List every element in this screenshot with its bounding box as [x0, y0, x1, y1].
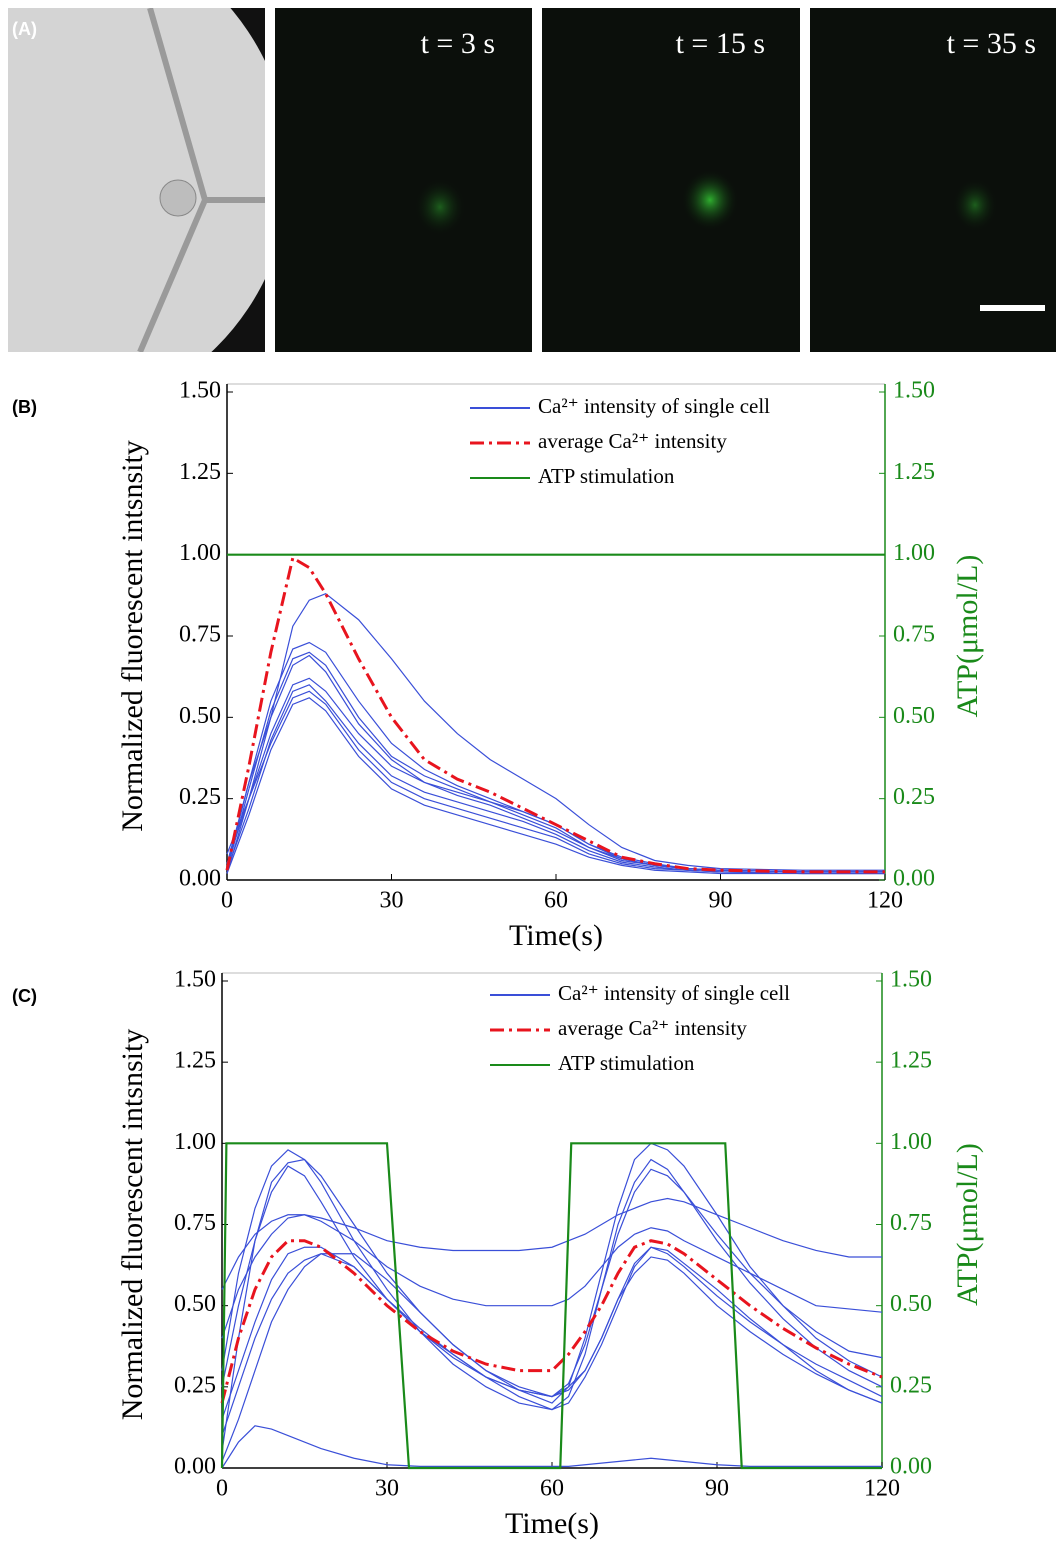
data-line: [226, 651, 885, 873]
data-line: [226, 684, 885, 875]
x-tick-label: 0: [216, 1476, 228, 1502]
legend-label: ATP stimulation: [538, 464, 675, 488]
y2-tick-label: 1.25: [893, 459, 935, 485]
y2-tick-label: 0.75: [890, 1210, 932, 1236]
y2-tick-label: 1.00: [893, 540, 935, 566]
data-line: [226, 690, 885, 875]
y-tick-label: 0.25: [179, 784, 221, 810]
data-line: [226, 593, 885, 871]
data-line: [220, 1142, 882, 1470]
legend-label: average Ca²⁺ intensity: [558, 1016, 747, 1040]
frame-time: t = 15 s: [676, 27, 765, 60]
y2-axis-label: ATP(μmol/L): [951, 1143, 984, 1306]
x-axis-label: Time(s): [509, 919, 603, 952]
y-tick-label: 0.00: [174, 1454, 216, 1480]
y-tick-label: 1.00: [179, 540, 221, 566]
y-tick-label: 0.75: [179, 622, 221, 648]
data-line: [221, 1197, 882, 1290]
y2-tick-label: 0.75: [893, 622, 935, 648]
data-line: [226, 697, 885, 875]
y-tick-label: 0.25: [174, 1372, 216, 1398]
x-tick-label: 30: [375, 1476, 399, 1502]
y-tick-label: 0.50: [174, 1291, 216, 1317]
legend-label: Ca²⁺ intensity of single cell: [558, 981, 790, 1005]
data-line: [221, 1214, 883, 1339]
x-tick-label: 90: [709, 888, 733, 914]
data-line: [221, 1149, 883, 1411]
legend-label: Ca²⁺ intensity of single cell: [538, 394, 770, 418]
data-line: [221, 1246, 883, 1420]
data-line: [226, 654, 885, 873]
y2-tick-label: 0.50: [893, 703, 935, 729]
panel-label: (C): [12, 986, 37, 1006]
x-tick-label: 30: [380, 888, 404, 914]
frame-time: t = 35 s: [947, 27, 1036, 60]
legend-label: average Ca²⁺ intensity: [538, 429, 727, 453]
panel-label: (B): [12, 397, 37, 417]
frame-time: t = 3 s: [421, 27, 495, 60]
y-tick-label: 1.50: [174, 967, 216, 993]
y2-tick-label: 0.25: [890, 1372, 932, 1398]
y-axis-label: Normalized fluorescent intsnsity: [116, 1029, 149, 1421]
y-tick-label: 0.50: [179, 703, 221, 729]
y-tick-label: 1.50: [179, 378, 221, 404]
y-tick-label: 1.00: [174, 1129, 216, 1155]
x-tick-label: 60: [540, 1476, 564, 1502]
x-axis-label: Time(s): [505, 1507, 599, 1540]
y2-tick-label: 0.25: [893, 784, 935, 810]
x-tick-label: 60: [544, 888, 568, 914]
data-line: [221, 1142, 883, 1452]
x-tick-label: 0: [221, 888, 233, 914]
data-line: [221, 1246, 883, 1436]
data-line: [220, 1239, 883, 1404]
y-axis-label: Normalized fluorescent intsnsity: [116, 440, 149, 832]
data-line: [221, 1425, 882, 1469]
y2-tick-label: 0.50: [890, 1291, 932, 1317]
y2-tick-label: 1.50: [890, 967, 932, 993]
y-tick-label: 1.25: [174, 1048, 216, 1074]
data-line: [225, 555, 885, 874]
data-line: [221, 1253, 883, 1462]
y2-tick-label: 1.00: [890, 1129, 932, 1155]
x-tick-label: 120: [864, 1476, 900, 1502]
y2-tick-label: 1.25: [890, 1048, 932, 1074]
y2-tick-label: 1.50: [893, 378, 935, 404]
y2-tick-label: 0.00: [893, 866, 935, 892]
legend-label: ATP stimulation: [558, 1051, 695, 1075]
y2-axis-label: ATP(μmol/L): [951, 555, 984, 718]
y-tick-label: 0.00: [179, 866, 221, 892]
y-tick-label: 0.75: [174, 1210, 216, 1236]
x-tick-label: 90: [705, 1476, 729, 1502]
panel-a-images: [8, 8, 1056, 352]
data-line: [221, 1165, 883, 1398]
y-tick-label: 1.25: [179, 459, 221, 485]
y2-tick-label: 0.00: [890, 1454, 932, 1480]
x-tick-label: 120: [867, 888, 903, 914]
panel-label: (A): [12, 19, 37, 39]
